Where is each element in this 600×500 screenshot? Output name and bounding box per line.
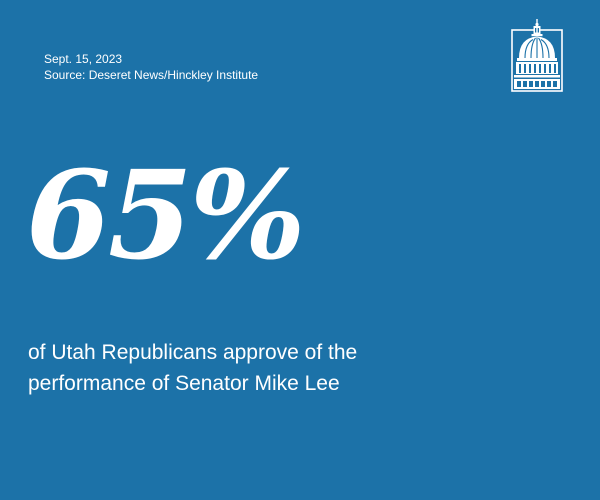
- approval-percentage: 65%: [26, 143, 306, 287]
- logo: [511, 18, 563, 92]
- caption-line-2: performance of Senator Mike Lee: [28, 372, 340, 395]
- date-text: Sept. 15, 2023: [44, 52, 123, 66]
- stat-caption: of Utah Republicans approve of the perfo…: [28, 337, 548, 399]
- source-block: Sept. 15, 2023 Source: Deseret News/Hinc…: [44, 51, 258, 83]
- source-text: Source: Deseret News/Hinckley Institute: [44, 68, 259, 82]
- capitol-dome-icon: [511, 19, 563, 92]
- caption-line-1: of Utah Republicans approve of the: [28, 341, 358, 364]
